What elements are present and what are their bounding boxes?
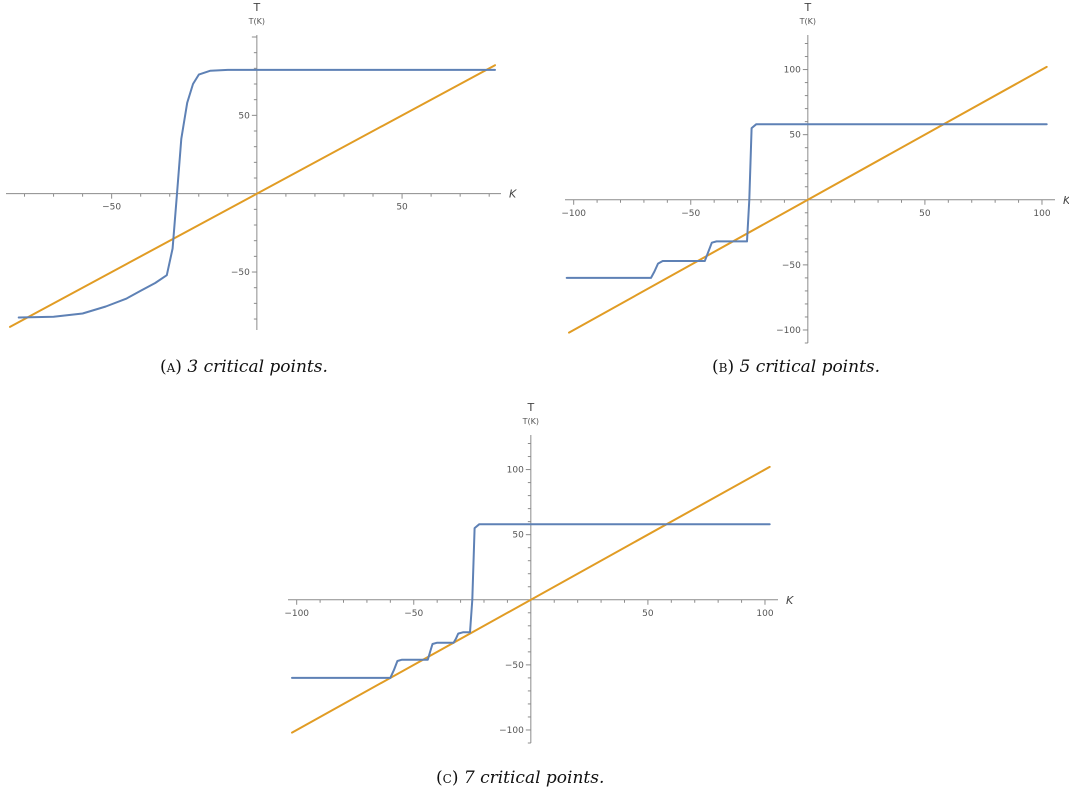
x-tick-label: 50 bbox=[396, 203, 408, 213]
x-axis-label: K bbox=[786, 594, 794, 607]
x-axis-label: K bbox=[509, 188, 517, 201]
y-axis-sublabel: T(K) bbox=[248, 17, 265, 26]
step-curve bbox=[565, 123, 1048, 279]
y-axis-label: T bbox=[252, 1, 260, 14]
x-tick-label: −50 bbox=[404, 609, 423, 619]
x-axis-label: K bbox=[1063, 194, 1069, 207]
y-axis-sublabel: T(K) bbox=[522, 417, 539, 426]
x-tick-label: −100 bbox=[284, 609, 309, 619]
x-tick-label: 50 bbox=[919, 209, 931, 219]
y-tick-label: −100 bbox=[499, 726, 524, 736]
y-axis-sublabel: T(K) bbox=[799, 17, 816, 26]
y-axis-label: T bbox=[526, 401, 534, 414]
y-tick-label: −100 bbox=[776, 326, 801, 336]
x-tick-label: 50 bbox=[642, 609, 654, 619]
diagonal-line bbox=[568, 65, 1048, 334]
x-tick-label: −100 bbox=[561, 209, 586, 219]
caption-b-tag: (b) bbox=[712, 357, 735, 377]
caption-a-tag: (a) bbox=[160, 357, 182, 377]
step-curve bbox=[291, 523, 771, 679]
caption-b-text: 5 critical points. bbox=[739, 357, 881, 377]
caption-c: (c) 7 critical points. bbox=[436, 768, 604, 788]
caption-c-tag: (c) bbox=[436, 768, 459, 788]
y-tick-label: −50 bbox=[505, 661, 524, 671]
diagonal-line bbox=[291, 465, 771, 734]
x-tick-label: 100 bbox=[1033, 209, 1050, 219]
chart-b: −100 −50 50 100 −100 −50 50 100 K T T(K) bbox=[561, 1, 1069, 344]
y-tick-label: 50 bbox=[512, 531, 524, 541]
x-tick-label: −50 bbox=[102, 203, 121, 213]
y-tick-label: 100 bbox=[784, 66, 801, 76]
y-tick-label: −50 bbox=[231, 268, 250, 278]
caption-b: (b) 5 critical points. bbox=[712, 357, 880, 377]
caption-a: (a) 3 critical points. bbox=[160, 357, 328, 377]
x-tick-label: −50 bbox=[681, 209, 700, 219]
chart-c: −100 −50 50 100 −100 −50 50 100 K T T(K) bbox=[284, 401, 794, 744]
step-curve bbox=[17, 68, 496, 319]
y-tick-label: 100 bbox=[507, 466, 524, 476]
chart-a: −50 50 −50 50 K T T(K) bbox=[6, 1, 517, 330]
diagonal-line bbox=[9, 64, 496, 328]
y-tick-label: 50 bbox=[238, 111, 250, 121]
y-tick-label: −50 bbox=[782, 261, 801, 271]
caption-a-text: 3 critical points. bbox=[187, 357, 328, 377]
y-axis-label: T bbox=[803, 1, 811, 14]
x-tick-label: 100 bbox=[756, 609, 773, 619]
caption-c-text: 7 critical points. bbox=[463, 768, 605, 788]
y-tick-label: 50 bbox=[789, 131, 801, 141]
